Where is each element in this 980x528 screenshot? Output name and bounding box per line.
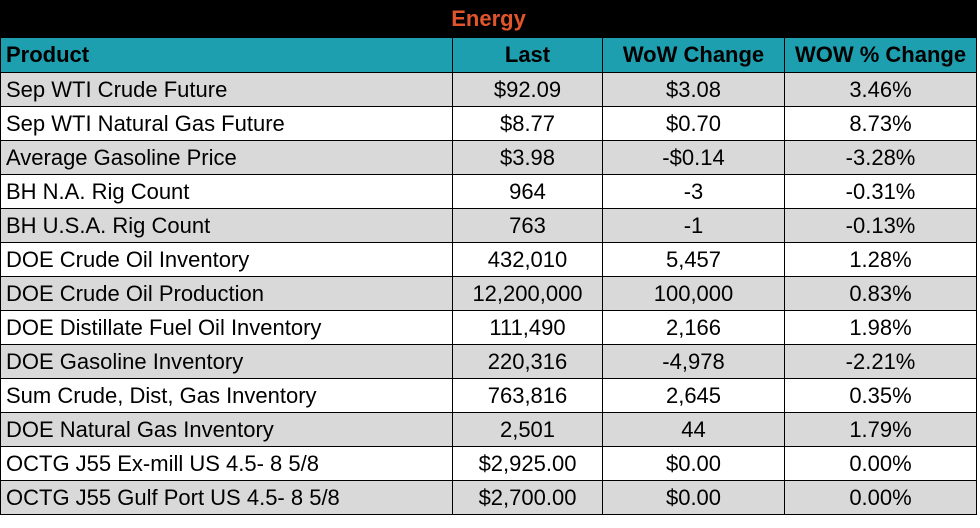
wow-pct-change-cell: 0.00% [783, 480, 978, 515]
table-row: Sep WTI Crude Future $92.09 $3.08 3.46% [0, 72, 978, 107]
wow-change-cell: -3 [602, 174, 785, 209]
product-cell: DOE Gasoline Inventory [0, 344, 453, 379]
product-cell: Sum Crude, Dist, Gas Inventory [0, 378, 453, 413]
wow-change-cell: $0.00 [602, 446, 785, 481]
wow-change-cell: 2,645 [602, 378, 785, 413]
product-cell: OCTG J55 Gulf Port US 4.5- 8 5/8 [0, 480, 453, 515]
column-header-wow-pct-change: WOW % Change [783, 37, 978, 73]
table-row: DOE Gasoline Inventory 220,316 -4,978 -2.21… [0, 344, 978, 379]
table-row: OCTG J55 Ex-mill US 4.5- 8 5/8 $2,925.00 $… [0, 446, 978, 481]
wow-pct-change-cell: -3.28% [783, 140, 978, 175]
table-body: Sep WTI Crude Future $92.09 $3.08 3.46% Sep … [0, 72, 978, 515]
product-cell: DOE Natural Gas Inventory [0, 412, 453, 447]
product-cell: BH U.S.A. Rig Count [0, 208, 453, 243]
table-header-row: Product Last WoW Change WOW % Change [0, 37, 978, 73]
wow-pct-change-cell: -0.13% [783, 208, 978, 243]
table-row: DOE Crude Oil Production 12,200,000 100,00… [0, 276, 978, 311]
last-cell: 964 [452, 174, 603, 209]
last-cell: 763,816 [452, 378, 603, 413]
wow-change-cell: 100,000 [602, 276, 785, 311]
table-row: Average Gasoline Price $3.98 -$0.14 -3.28% [0, 140, 978, 175]
wow-change-cell: $0.00 [602, 480, 785, 515]
last-cell: 432,010 [452, 242, 603, 277]
wow-change-cell: -4,978 [602, 344, 785, 379]
product-cell: DOE Crude Oil Production [0, 276, 453, 311]
product-cell: Sep WTI Crude Future [0, 72, 453, 107]
table-row: OCTG J55 Gulf Port US 4.5- 8 5/8 $2,700.0… [0, 480, 978, 515]
product-cell: DOE Distillate Fuel Oil Inventory [0, 310, 453, 345]
wow-pct-change-cell: 1.98% [783, 310, 978, 345]
table-row: DOE Crude Oil Inventory 432,010 5,457 1.28% [0, 242, 978, 277]
wow-change-cell: $0.70 [602, 106, 785, 141]
product-cell: BH N.A. Rig Count [0, 174, 453, 209]
last-cell: 220,316 [452, 344, 603, 379]
wow-change-cell: $3.08 [602, 72, 785, 107]
wow-change-cell: -$0.14 [602, 140, 785, 175]
wow-pct-change-cell: 0.35% [783, 378, 978, 413]
last-cell: $2,700.00 [452, 480, 603, 515]
table-row: Sep WTI Natural Gas Future $8.77 $0.70 8.73… [0, 106, 978, 141]
product-cell: Sep WTI Natural Gas Future [0, 106, 453, 141]
wow-pct-change-cell: 0.00% [783, 446, 978, 481]
wow-change-cell: -1 [602, 208, 785, 243]
last-cell: 763 [452, 208, 603, 243]
column-header-last: Last [452, 37, 603, 73]
wow-pct-change-cell: 1.28% [783, 242, 978, 277]
last-cell: 2,501 [452, 412, 603, 447]
wow-pct-change-cell: -0.31% [783, 174, 978, 209]
table-row: BH U.S.A. Rig Count 763 -1 -0.13% [0, 208, 978, 243]
table-title: Energy [0, 0, 978, 38]
energy-table: Energy Product Last WoW Change WOW % Cha… [0, 0, 978, 515]
last-cell: $2,925.00 [452, 446, 603, 481]
table-row: DOE Natural Gas Inventory 2,501 44 1.79% [0, 412, 978, 447]
product-cell: DOE Crude Oil Inventory [0, 242, 453, 277]
wow-pct-change-cell: 1.79% [783, 412, 978, 447]
last-cell: 111,490 [452, 310, 603, 345]
last-cell: 12,200,000 [452, 276, 603, 311]
last-cell: $3.98 [452, 140, 603, 175]
table-row: DOE Distillate Fuel Oil Inventory 111,490… [0, 310, 978, 345]
table-row: BH N.A. Rig Count 964 -3 -0.31% [0, 174, 978, 209]
product-cell: OCTG J55 Ex-mill US 4.5- 8 5/8 [0, 446, 453, 481]
column-header-product: Product [0, 37, 453, 73]
wow-pct-change-cell: 0.83% [783, 276, 978, 311]
wow-change-cell: 5,457 [602, 242, 785, 277]
last-cell: $8.77 [452, 106, 603, 141]
wow-pct-change-cell: -2.21% [783, 344, 978, 379]
last-cell: $92.09 [452, 72, 603, 107]
wow-change-cell: 2,166 [602, 310, 785, 345]
product-cell: Average Gasoline Price [0, 140, 453, 175]
wow-pct-change-cell: 3.46% [783, 72, 978, 107]
table-row: Sum Crude, Dist, Gas Inventory 763,816 2,6… [0, 378, 978, 413]
table-title-row: Energy [0, 0, 978, 38]
wow-change-cell: 44 [602, 412, 785, 447]
column-header-wow-change: WoW Change [602, 37, 785, 73]
wow-pct-change-cell: 8.73% [783, 106, 978, 141]
